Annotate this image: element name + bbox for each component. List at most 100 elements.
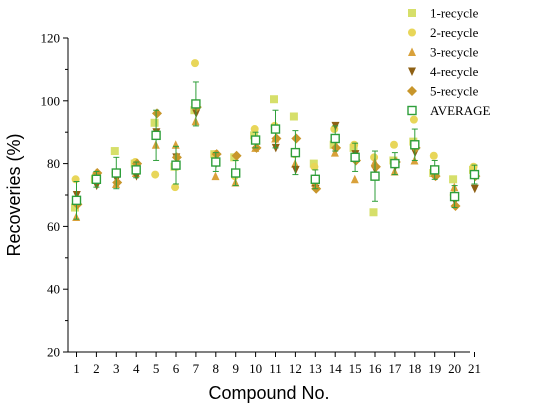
- data-point: [469, 162, 478, 171]
- data-point: [390, 140, 398, 149]
- data-point: [409, 115, 418, 124]
- data-point: [71, 195, 82, 206]
- y-tick-label: 60: [47, 219, 60, 234]
- data-point: [410, 140, 420, 150]
- data-point: [390, 158, 400, 169]
- data-point: [171, 152, 182, 163]
- data-point: [71, 203, 79, 212]
- data-point: [450, 200, 461, 211]
- legend-item: AVERAGE: [407, 103, 490, 118]
- legend-label: 3-recycle: [430, 45, 479, 60]
- x-tick-label: 9: [232, 361, 239, 376]
- data-point: [370, 171, 380, 181]
- data-point: [231, 150, 242, 161]
- data-point: [310, 162, 319, 171]
- data-point: [350, 174, 359, 184]
- data-point: [469, 169, 480, 180]
- data-point: [151, 170, 160, 179]
- legend-label: 1-recycle: [430, 6, 479, 21]
- data-point: [449, 175, 458, 184]
- data-point: [250, 125, 259, 134]
- chart-axes: [67, 38, 470, 353]
- legend-marker: [408, 9, 416, 17]
- x-tick-label: 8: [213, 361, 220, 376]
- data-point: [470, 184, 479, 194]
- data-point: [91, 174, 102, 185]
- legend-label: 2-recycle: [430, 25, 479, 40]
- x-tick-label: 13: [309, 361, 322, 376]
- x-tick-label: 6: [173, 361, 180, 376]
- data-point: [131, 165, 141, 175]
- x-tick-label: 7: [193, 361, 200, 376]
- y-tick-label: 100: [41, 93, 61, 108]
- data-point: [71, 175, 80, 184]
- x-tick-label: 11: [269, 361, 282, 376]
- y-tick-label: 120: [41, 31, 61, 46]
- data-point: [110, 147, 119, 156]
- legend-item: 3-recycle: [408, 45, 479, 60]
- data-point: [449, 191, 460, 202]
- data-point: [370, 153, 379, 162]
- data-point: [270, 124, 281, 134]
- data-point: [291, 133, 302, 144]
- x-tick-label: 3: [113, 361, 120, 376]
- data-point: [211, 149, 222, 160]
- legend-item: 2-recycle: [408, 25, 479, 40]
- x-tick-label: 15: [349, 361, 362, 376]
- x-tick-label: 16: [369, 361, 383, 376]
- legend: 1-recycle 2-recycle 3-recycle 4-recycle 5-re…: [407, 6, 490, 118]
- data-point: [171, 160, 181, 170]
- data-point: [230, 168, 241, 178]
- data-point: [191, 59, 199, 68]
- y-tick-label: 80: [47, 156, 60, 171]
- legend-label: 4-recycle: [430, 64, 479, 79]
- data-point: [171, 183, 180, 192]
- x-axis-title: Compound No.: [208, 383, 329, 403]
- data-point: [270, 95, 278, 104]
- x-tick-label: 20: [448, 361, 461, 376]
- chart-marks: [71, 59, 481, 221]
- x-tick-label: 2: [93, 361, 100, 376]
- legend-label: AVERAGE: [430, 103, 490, 118]
- data-point: [211, 171, 220, 181]
- data-point: [250, 131, 259, 140]
- legend-marker: [407, 105, 417, 116]
- x-tick-label: 12: [289, 361, 302, 376]
- series-average: [71, 81, 480, 220]
- legend-marker: [408, 28, 416, 37]
- data-point: [330, 148, 339, 157]
- x-tick-label: 14: [329, 361, 343, 376]
- data-point: [350, 152, 360, 163]
- data-point: [111, 168, 122, 178]
- data-point: [290, 147, 301, 158]
- legend-label: 5-recycle: [430, 84, 479, 99]
- legend-item: 5-recycle: [407, 84, 479, 99]
- x-tick-label: 4: [133, 361, 140, 376]
- y-axis-title: Recoveries (%): [4, 133, 24, 256]
- data-point: [330, 133, 340, 144]
- data-point: [211, 157, 221, 167]
- x-tick-label: 5: [153, 361, 160, 376]
- y-tick-label: 40: [47, 282, 60, 297]
- x-tick-label: 10: [249, 361, 262, 376]
- y-tick-label: 20: [47, 345, 60, 360]
- legend-item: 4-recycle: [408, 64, 479, 79]
- x-tick-label: 1: [73, 361, 80, 376]
- data-point: [151, 130, 161, 141]
- legend-marker: [408, 47, 416, 56]
- data-point: [329, 140, 338, 149]
- legend-marker: [407, 86, 417, 96]
- x-tick-label: 19: [428, 361, 441, 376]
- data-point: [429, 151, 438, 160]
- data-point: [370, 161, 381, 172]
- data-point: [150, 118, 159, 127]
- x-tick-label: 21: [468, 361, 481, 376]
- data-point: [369, 208, 378, 217]
- data-point: [250, 135, 261, 145]
- data-point: [271, 133, 282, 144]
- legend-marker: [408, 67, 416, 76]
- data-point: [430, 165, 440, 175]
- data-point: [350, 140, 359, 149]
- x-tick-label: 18: [408, 361, 421, 376]
